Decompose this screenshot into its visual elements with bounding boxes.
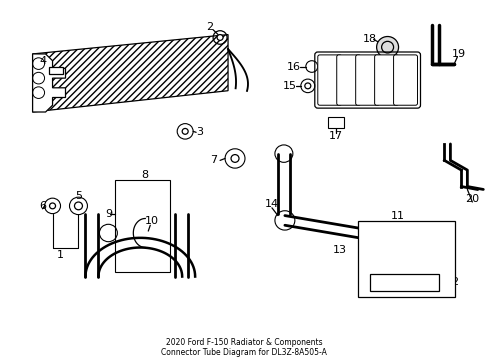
- Text: 3: 3: [196, 127, 203, 137]
- Text: 2020 Ford F-150 Radiator & Components
Connector Tube Diagram for DL3Z-8A505-A: 2020 Ford F-150 Radiator & Components Co…: [161, 338, 326, 357]
- Circle shape: [376, 36, 398, 58]
- Text: 16: 16: [286, 62, 300, 72]
- Text: 9: 9: [104, 209, 112, 219]
- Bar: [327, 117, 343, 129]
- FancyBboxPatch shape: [374, 55, 398, 105]
- Text: 13: 13: [332, 246, 346, 255]
- Text: 20: 20: [465, 194, 478, 204]
- Text: 18: 18: [362, 35, 376, 44]
- Text: 11: 11: [390, 211, 404, 221]
- Text: 10: 10: [145, 216, 159, 226]
- Bar: [115, 180, 170, 272]
- Text: 14: 14: [264, 199, 279, 209]
- FancyBboxPatch shape: [317, 55, 341, 105]
- Text: 4: 4: [39, 56, 46, 66]
- Text: 1: 1: [57, 250, 64, 260]
- Text: 8: 8: [142, 170, 148, 180]
- Polygon shape: [33, 54, 65, 112]
- Circle shape: [217, 35, 223, 40]
- Bar: [357, 221, 454, 297]
- Text: 14: 14: [394, 230, 408, 240]
- Text: 19: 19: [451, 49, 466, 59]
- Bar: [48, 67, 62, 74]
- Text: 2: 2: [206, 22, 213, 32]
- Text: 17: 17: [328, 131, 342, 141]
- Text: 7: 7: [210, 156, 217, 165]
- Text: 12: 12: [445, 277, 459, 287]
- Polygon shape: [33, 35, 227, 112]
- Bar: [369, 274, 439, 291]
- Text: 15: 15: [282, 81, 296, 91]
- Text: 6: 6: [39, 201, 46, 211]
- FancyBboxPatch shape: [336, 55, 360, 105]
- FancyBboxPatch shape: [355, 55, 379, 105]
- FancyBboxPatch shape: [393, 55, 417, 105]
- Text: 5: 5: [75, 191, 82, 201]
